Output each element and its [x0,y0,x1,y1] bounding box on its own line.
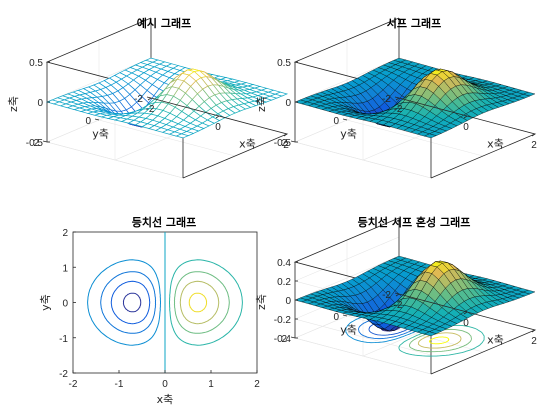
z-tick-label: 0 [37,98,43,109]
y-tick [94,118,100,121]
x-tick [147,97,152,101]
x-tick-label: -2 [69,379,78,390]
y-tick-label: -2 [382,94,391,105]
contour-line [179,280,220,325]
y-axis-label: y축 [340,323,357,336]
y-tick [394,96,400,99]
x-tick [463,311,468,315]
y-tick-label: -2 [59,369,68,380]
y-tick-label: 2 [33,138,39,149]
y-tick [290,140,296,143]
x-tick-label: 2 [531,140,537,151]
contour-line [100,271,157,334]
floor-contour-line [409,328,472,353]
z-tick-label: -0.4 [274,334,292,345]
x-tick-label: 0 [162,379,168,390]
y-tick-label: -1 [59,334,68,345]
mesh-cell [45,99,61,105]
y-axis-label: y축 [39,294,52,311]
z-tick-label: -0.5 [274,138,292,149]
y-tick-label: 0 [85,116,91,127]
z-axis-label: z축 [255,294,268,310]
y-axis-label: y축 [92,127,109,140]
x-tick-label: -1 [115,379,124,390]
z-axis-label: z축 [255,96,268,112]
y-tick-label: 1 [62,263,68,274]
x-axis-label: x축 [487,137,504,150]
x-tick-label: -2 [394,300,403,311]
x-tick [463,115,468,119]
surface-cell [294,297,308,303]
y-tick [290,336,296,339]
x-axis-label: x축 [487,333,504,346]
y-tick-label: 0 [333,312,339,323]
x-tick [215,115,220,119]
z-tick-label: 0.5 [29,58,43,69]
y-tick [394,292,400,295]
x-tick-label: 0 [463,122,469,133]
contour-line [173,271,230,334]
contour-line [122,292,142,313]
x-tick-label: 1 [208,379,214,390]
y-tick-label: -2 [382,290,391,301]
x-tick [283,133,288,137]
z-tick-label: -0.2 [274,315,292,326]
y-tick-label: 2 [281,334,287,345]
x-axis-label: x축 [157,393,174,406]
contour-line [87,259,161,346]
x-tick-label: -2 [146,104,155,115]
y-tick-label: -2 [134,94,143,105]
x-tick [395,97,400,101]
x-tick-label: 0 [463,318,469,329]
y-tick [342,314,348,317]
floor-contour-line [398,324,485,357]
floor-contour-line [428,336,450,345]
z-axis-label: z축 [7,96,20,112]
y-tick-label: 2 [281,138,287,149]
x-tick [531,329,536,333]
y-tick [146,96,152,99]
y-tick [42,140,48,143]
y-tick-label: 0 [62,299,68,310]
contour-line [169,259,243,346]
z-tick-label: 0.2 [277,277,291,288]
subplot-title: 서프 그래프 [387,16,441,30]
x-tick [531,133,536,137]
z-tick-label: -0.5 [26,138,44,149]
y-tick-label: 0 [333,116,339,127]
x-tick-label: 2 [531,336,537,347]
floor-contour-line [417,332,462,349]
contour-line [110,280,151,325]
z-tick-label: 0 [285,296,291,307]
subplot-title: 예시 그래프 [137,16,191,30]
z-tick-label: 0.5 [277,58,291,69]
y-tick [342,118,348,121]
x-axis-label: x축 [239,137,256,150]
y-axis-label: y축 [340,127,357,140]
subplot-3: -2 -1 0 1 2 -2 -1 0 1 2 x축 y축 등치선 그래프 [39,215,260,406]
y-tick-label: 2 [62,228,68,239]
subplot-title: 등치선 서프 혼성 그래프 [358,215,471,229]
z-tick-label: 0.4 [277,258,291,269]
x-tick-label: -2 [394,104,403,115]
x-tick-label: 0 [215,122,221,133]
x-tick-label: 2 [254,379,260,390]
x-tick-label: 2 [283,140,289,151]
surface-cell [294,99,308,105]
x-tick [395,293,400,297]
subplot-title: 등치선 그래프 [132,215,197,229]
z-tick-label: 0 [285,98,291,109]
contour-line [188,292,208,313]
